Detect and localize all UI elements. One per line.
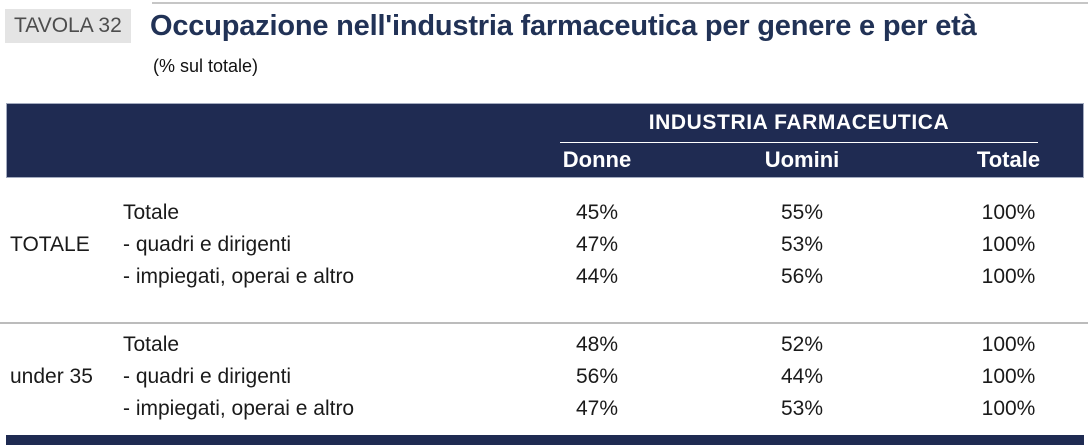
cell-uomini: 44%: [780, 365, 824, 388]
row-label: Totale: [123, 333, 180, 356]
cell-donne: 48%: [575, 333, 619, 356]
employment-table: INDUSTRIA FARMACEUTICA Donne Uomini Tota…: [0, 103, 1088, 445]
cell-uomini: 55%: [780, 201, 824, 224]
cell-uomini: 56%: [780, 265, 824, 288]
group-divider: [0, 322, 1088, 324]
cell-totale: 100%: [981, 265, 1036, 288]
row-label: - quadri e dirigenti: [123, 365, 292, 388]
cell-donne: 47%: [575, 233, 619, 256]
table-subtitle: (% sul totale): [153, 56, 259, 76]
table-bottom-rule: [6, 435, 1084, 445]
cell-donne: 45%: [575, 201, 619, 224]
cell-totale: 100%: [981, 201, 1036, 224]
page-title: Occupazione nell'industria farmaceutica …: [150, 10, 977, 42]
cell-donne: 47%: [575, 397, 619, 420]
row-label: Totale: [123, 201, 180, 224]
spacer-cell: [0, 147, 123, 173]
table-group-under-35: under 35 Totale 48% 52% 100% - quadri e …: [0, 324, 1088, 425]
column-group-header: INDUSTRIA FARMACEUTICA: [648, 111, 950, 134]
group-label-under-35: under 35: [10, 365, 93, 388]
cell-uomini: 53%: [780, 397, 824, 420]
cell-totale: 100%: [981, 233, 1036, 256]
row-label: - impiegati, operai e altro: [123, 397, 355, 420]
cell-totale: 100%: [981, 365, 1036, 388]
cell-uomini: 53%: [780, 233, 824, 256]
table-header-background: [6, 103, 1084, 178]
spacer-cell: [123, 147, 494, 173]
column-header-donne: Donne: [562, 147, 632, 172]
table-header: INDUSTRIA FARMACEUTICA Donne Uomini Tota…: [0, 103, 1088, 180]
column-header-uomini: Uomini: [764, 147, 840, 172]
top-rule: [152, 2, 1088, 4]
row-label: - impiegati, operai e altro: [123, 265, 355, 288]
cell-donne: 44%: [575, 265, 619, 288]
group-label-totale: TOTALE: [10, 233, 90, 256]
cell-totale: 100%: [981, 333, 1036, 356]
column-group-underline: [560, 142, 1038, 143]
title-block: TAVOLA 32 Occupazione nell'industria far…: [0, 0, 1088, 103]
cell-totale: 100%: [981, 397, 1036, 420]
row-label: - quadri e dirigenti: [123, 233, 292, 256]
column-headers-row: Donne Uomini Totale: [0, 147, 1088, 173]
table-number-badge: TAVOLA 32: [5, 9, 131, 43]
table-group-totale: TOTALE Totale 45% 55% 100% - quadri e di…: [0, 180, 1088, 293]
column-header-totale: Totale: [976, 147, 1041, 172]
cell-donne: 56%: [575, 365, 619, 388]
cell-uomini: 52%: [780, 333, 824, 356]
